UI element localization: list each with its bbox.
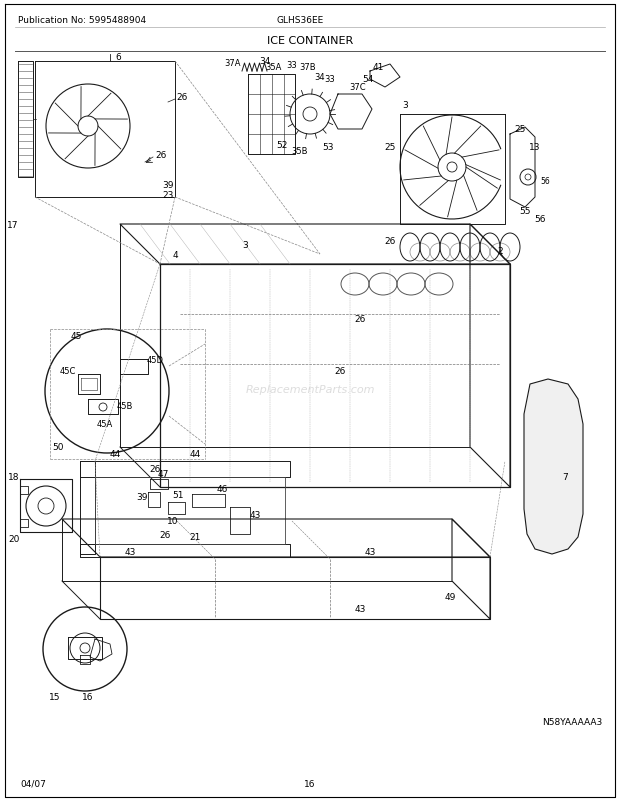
Text: 43: 43 <box>125 548 136 557</box>
Text: 04/07: 04/07 <box>20 779 46 788</box>
Text: 4: 4 <box>172 250 178 259</box>
Text: 26: 26 <box>176 92 188 101</box>
Polygon shape <box>524 379 583 554</box>
Text: 34: 34 <box>315 72 326 81</box>
Text: 17: 17 <box>7 221 19 229</box>
Text: 46: 46 <box>216 485 228 494</box>
Text: 3: 3 <box>242 241 248 249</box>
Text: 39: 39 <box>136 493 148 502</box>
Text: GLHS36EE: GLHS36EE <box>277 16 324 25</box>
Text: 41: 41 <box>373 63 384 72</box>
Text: 7: 7 <box>562 473 568 482</box>
Text: 26: 26 <box>149 465 161 474</box>
Text: 25: 25 <box>515 125 526 134</box>
Text: 25: 25 <box>384 144 396 152</box>
Text: 23: 23 <box>162 190 174 199</box>
Text: ReplacementParts.com: ReplacementParts.com <box>246 384 374 395</box>
Text: Publication No: 5995488904: Publication No: 5995488904 <box>18 16 146 25</box>
Text: 45D: 45D <box>146 356 164 365</box>
Text: N58YAAAAA3: N58YAAAAA3 <box>542 717 602 726</box>
Text: 34: 34 <box>259 58 271 67</box>
Text: 50: 50 <box>52 443 64 452</box>
Text: 39: 39 <box>162 180 174 189</box>
Text: 35A: 35A <box>265 63 281 72</box>
Text: 26: 26 <box>155 150 166 160</box>
Text: 26: 26 <box>384 237 396 246</box>
Text: 26: 26 <box>354 315 366 324</box>
Text: 20: 20 <box>8 535 20 544</box>
Text: 56: 56 <box>540 177 550 186</box>
Text: 45: 45 <box>70 332 82 341</box>
Text: 37B: 37B <box>299 63 316 72</box>
Text: 47: 47 <box>157 470 169 479</box>
Text: 52: 52 <box>277 140 288 149</box>
Text: 54: 54 <box>362 75 374 84</box>
Text: 3: 3 <box>402 100 408 109</box>
Text: 33: 33 <box>325 75 335 84</box>
Text: 10: 10 <box>167 516 179 526</box>
Text: 2: 2 <box>497 247 503 256</box>
Text: 44: 44 <box>109 450 121 459</box>
Text: 44: 44 <box>189 450 201 459</box>
Text: 43: 43 <box>354 605 366 614</box>
Text: 55: 55 <box>519 207 531 217</box>
Text: 49: 49 <box>445 593 456 602</box>
Text: 21: 21 <box>189 532 201 541</box>
Text: 51: 51 <box>172 491 184 500</box>
Text: 26: 26 <box>334 367 346 376</box>
Text: ICE CONTAINER: ICE CONTAINER <box>267 36 353 46</box>
Text: 26: 26 <box>159 530 170 539</box>
Text: 43: 43 <box>249 510 260 519</box>
Text: 45B: 45B <box>117 402 133 411</box>
Text: 37C: 37C <box>350 83 366 91</box>
Text: 45C: 45C <box>60 367 76 376</box>
Text: 13: 13 <box>529 144 541 152</box>
Text: 45A: 45A <box>97 420 113 429</box>
Text: 18: 18 <box>8 473 20 482</box>
Text: 33: 33 <box>286 60 298 70</box>
Text: 6: 6 <box>115 52 121 62</box>
Text: 56: 56 <box>534 215 546 225</box>
Text: 37A: 37A <box>224 59 241 67</box>
Text: 15: 15 <box>49 693 61 702</box>
Text: 53: 53 <box>322 144 334 152</box>
Text: 16: 16 <box>82 693 94 702</box>
Text: 35B: 35B <box>292 148 308 156</box>
Text: 43: 43 <box>365 548 376 557</box>
Text: 16: 16 <box>304 779 316 788</box>
